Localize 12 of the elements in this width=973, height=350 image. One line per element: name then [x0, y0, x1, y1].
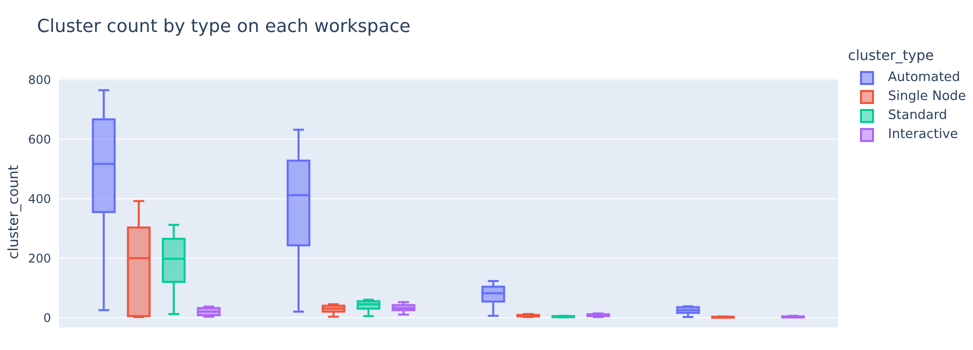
legend-label: Single Node — [888, 89, 966, 104]
legend-label: Automated — [888, 70, 960, 85]
chart-title: Cluster count by type on each workspace — [37, 16, 410, 37]
y-tick-label: 200 — [28, 251, 51, 266]
legend-label: Standard — [888, 108, 948, 123]
y-tick-label: 800 — [28, 73, 51, 88]
y-tick-label: 600 — [28, 132, 51, 146]
y-tick-label: 0 — [43, 310, 51, 325]
y-axis-title: cluster_count — [6, 164, 22, 262]
legend-label: Interactive — [888, 127, 958, 142]
y-tick-label: 400 — [28, 192, 51, 206]
legend-title: cluster_type — [848, 48, 935, 64]
